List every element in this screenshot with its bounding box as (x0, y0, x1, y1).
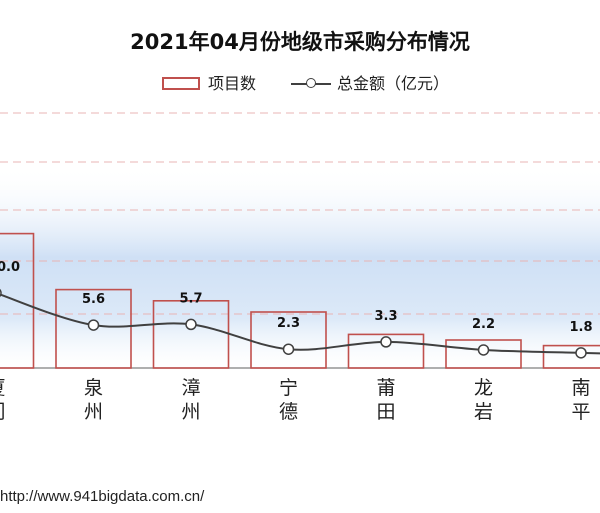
x-tick-label-6-1: 平 (571, 401, 590, 423)
amount-point-2 (185, 318, 197, 331)
x-tick-label-0-1: 门 (0, 401, 6, 423)
legend: 项目数 总金额（亿元） (0, 73, 600, 95)
data-label-2: 5.7 (179, 291, 202, 306)
bar-5 (445, 339, 522, 369)
gridlines (0, 112, 600, 315)
data-label-1: 5.6 (82, 292, 105, 307)
legend-label-projects: 项目数 (208, 74, 257, 93)
bar-1 (55, 288, 132, 369)
data-label-5: 2.2 (472, 317, 495, 332)
data-label-0: 10.0 (0, 260, 20, 275)
x-tick-label-3-1: 德 (279, 401, 298, 423)
x-tick-label-1-0: 泉 (84, 377, 103, 399)
amount-point-1 (87, 319, 100, 331)
legend-bar-swatch (162, 77, 200, 90)
amount-point-0 (0, 288, 2, 298)
bar-4 (347, 333, 425, 369)
legend-dot-swatch (306, 78, 316, 88)
x-tick-label-3-0: 宁 (279, 377, 298, 399)
amount-point-3 (282, 343, 295, 355)
data-label-3: 2.3 (277, 316, 300, 331)
x-tick-label-5-1: 岩 (474, 401, 493, 423)
amount-point-5 (477, 344, 490, 356)
background-band (0, 165, 600, 370)
x-tick-label-6-0: 南 (571, 377, 590, 399)
chart-title: 2021年04月份地级市采购分布情况 (130, 30, 470, 54)
source-url: http://www.941bigdata.com.cn/ (0, 488, 205, 505)
x-tick-label-0-0: 厦 (0, 377, 6, 399)
x-tick-label-1-1: 州 (84, 401, 103, 423)
x-tick-label-4-0: 莆 (376, 377, 395, 399)
amount-points (0, 288, 587, 359)
data-label-4: 3.3 (374, 309, 397, 324)
x-tick-labels: 厦门泉州漳州宁德莆田龙岩南平 (0, 377, 591, 423)
x-tick-label-5-0: 龙 (474, 377, 493, 399)
bar-0 (0, 232, 35, 369)
x-tick-label-4-1: 田 (376, 401, 395, 423)
x-tick-label-2-1: 州 (181, 401, 200, 423)
bar-6 (542, 344, 600, 369)
data-labels: 10.0 5.6 5.7 2.3 3.3 2.2 1.8 (0, 260, 593, 335)
amount-point-4 (380, 336, 392, 348)
amount-point-6 (575, 347, 587, 359)
legend-label-amount: 总金额（亿元） (337, 74, 450, 93)
data-label-6: 1.8 (569, 320, 592, 335)
x-tick-label-2-0: 漳 (181, 377, 200, 399)
